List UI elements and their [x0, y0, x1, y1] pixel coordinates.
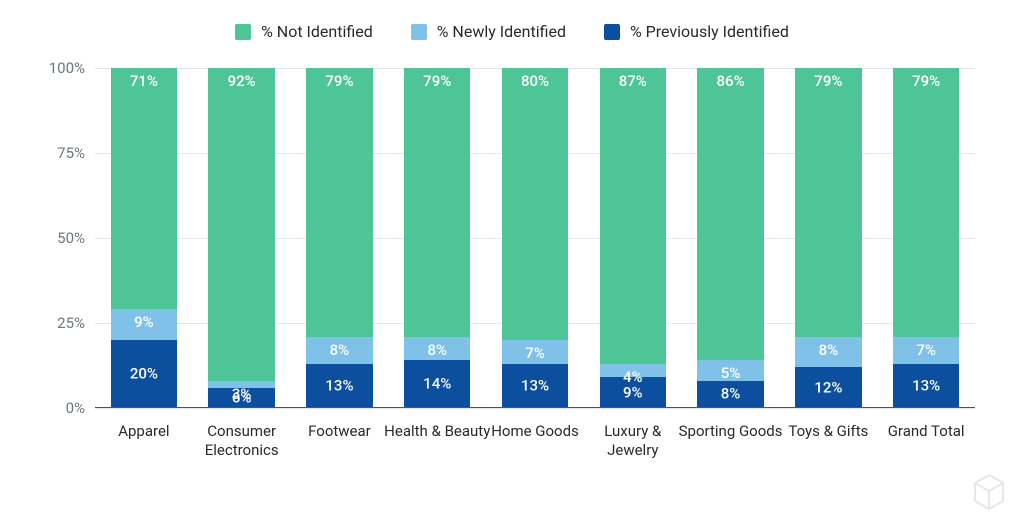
y-tick-label: 100%: [37, 59, 85, 77]
data-label: 80%: [502, 74, 568, 89]
data-label: 8%: [404, 343, 470, 358]
legend-swatch-previously-identified: [604, 24, 620, 40]
data-label: 92%: [208, 74, 274, 89]
data-label: 4%: [600, 370, 666, 385]
segment-newly: 4%: [600, 364, 666, 378]
data-label: 79%: [404, 74, 470, 89]
segment-newly: 3%: [208, 381, 274, 388]
x-axis-label: Consumer Electronics: [188, 422, 296, 460]
bar-slot: 12%8%79%Toys & Gifts: [779, 68, 877, 408]
bar-slot: 13%7%80%Home Goods: [486, 68, 584, 408]
data-label: 87%: [600, 74, 666, 89]
data-label: 79%: [795, 74, 861, 89]
legend-label: % Newly Identified: [437, 22, 566, 41]
x-axis-label: Grand Total: [872, 422, 980, 441]
data-label: 9%: [111, 315, 177, 330]
segment-newly: 8%: [306, 337, 372, 364]
segment-not: 79%: [306, 68, 372, 337]
x-axis-line: [95, 407, 975, 408]
bar: 20% 9% 71%: [111, 68, 177, 408]
plot-area: 0%25%50%75%100%20%9%71%Apparel6%3%92%Con…: [95, 68, 975, 408]
segment-newly: 5%: [697, 360, 763, 380]
data-label: 13%: [306, 378, 372, 393]
segment-newly: 7%: [893, 337, 959, 364]
bar-slot: 8%5%86%Sporting Goods: [682, 68, 780, 408]
bar-slot: 13%8%79%Footwear: [291, 68, 389, 408]
segment-previously: 8%: [697, 381, 763, 408]
data-label: 7%: [893, 343, 959, 358]
segment-not: 80%: [502, 68, 568, 340]
data-label: 8%: [306, 343, 372, 358]
bar-slot: 13%7%79%Grand Total: [877, 68, 975, 408]
chart-frame: % Not Identified % Newly Identified % Pr…: [0, 0, 1024, 527]
x-axis-label: Sporting Goods: [677, 422, 785, 441]
bar: 12% 8% 79%: [795, 68, 861, 408]
x-axis-label: Apparel: [90, 422, 198, 441]
data-label: 79%: [306, 74, 372, 89]
segment-previously: 20%: [111, 340, 177, 408]
bar: 13% 7% 79%: [893, 68, 959, 408]
y-tick-label: 50%: [37, 229, 85, 247]
y-tick-label: 75%: [37, 144, 85, 162]
segment-newly: 8%: [404, 337, 470, 361]
legend-item-previously-identified: % Previously Identified: [604, 22, 789, 41]
bar-slot: 20%9%71%Apparel: [95, 68, 193, 408]
data-label: 3%: [208, 387, 274, 402]
data-label: 13%: [502, 378, 568, 393]
segment-not: 92%: [208, 68, 274, 381]
x-axis-label: Luxury & Jewelry: [579, 422, 687, 460]
legend-swatch-newly-identified: [411, 24, 427, 40]
segment-previously: 14%: [404, 360, 470, 408]
x-axis-label: Home Goods: [481, 422, 589, 441]
segment-newly: 9%: [111, 309, 177, 340]
bar: 13% 7% 80%: [502, 68, 568, 408]
legend-label: % Not Identified: [261, 22, 373, 41]
segment-previously: 12%: [795, 367, 861, 408]
data-label: 5%: [697, 366, 763, 381]
data-label: 12%: [795, 380, 861, 395]
data-label: 14%: [404, 377, 470, 392]
grid-line: [95, 408, 975, 409]
segment-not: 71%: [111, 68, 177, 309]
data-label: 13%: [893, 378, 959, 393]
data-label: 86%: [697, 74, 763, 89]
x-axis-label: Footwear: [286, 422, 394, 441]
legend-label: % Previously Identified: [630, 22, 789, 41]
segment-not: 87%: [600, 68, 666, 364]
bar: 8% 5% 86%: [697, 68, 763, 408]
bar: 13% 8% 79%: [306, 68, 372, 408]
data-label: 79%: [893, 74, 959, 89]
bars-container: 20%9%71%Apparel6%3%92%Consumer Electroni…: [95, 68, 975, 408]
bar-slot: 14%8%79%Health & Beauty: [388, 68, 486, 408]
bar: 14% 8% 79%: [404, 68, 470, 408]
legend-item-not-identified: % Not Identified: [235, 22, 373, 41]
bar: 9%4%87%: [600, 68, 666, 408]
bar-slot: 9%4%87%Luxury & Jewelry: [584, 68, 682, 408]
segment-newly: 8%: [795, 337, 861, 368]
cube-logo-icon: [972, 473, 1006, 515]
data-label: 9%: [600, 385, 666, 400]
x-axis-label: Toys & Gifts: [775, 422, 883, 441]
legend-swatch-not-identified: [235, 24, 251, 40]
legend: % Not Identified % Newly Identified % Pr…: [0, 22, 1024, 41]
segment-newly: 7%: [502, 340, 568, 364]
segment-not: 79%: [893, 68, 959, 337]
segment-not: 79%: [404, 68, 470, 337]
segment-previously: 13%: [306, 364, 372, 408]
segment-previously: 13%: [502, 364, 568, 408]
bar: 6%3%92%: [208, 68, 274, 408]
segment-previously: 13%: [893, 364, 959, 408]
segment-not: 86%: [697, 68, 763, 360]
segment-not: 79%: [795, 68, 861, 337]
y-tick-label: 0%: [37, 399, 85, 417]
x-axis-label: Health & Beauty: [383, 422, 491, 441]
legend-item-newly-identified: % Newly Identified: [411, 22, 566, 41]
y-tick-label: 25%: [37, 314, 85, 332]
data-label: 8%: [795, 343, 861, 358]
data-label: 8%: [697, 387, 763, 402]
data-label: 71%: [111, 74, 177, 89]
bar-slot: 6%3%92%Consumer Electronics: [193, 68, 291, 408]
data-label: 7%: [502, 346, 568, 361]
data-label: 20%: [111, 367, 177, 382]
